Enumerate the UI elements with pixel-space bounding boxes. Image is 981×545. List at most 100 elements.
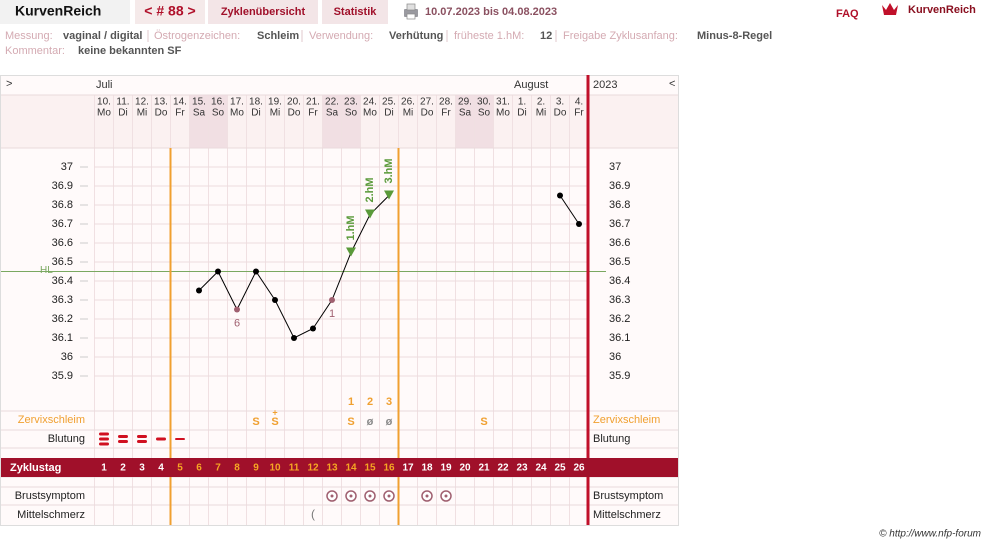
cycle-day: 6 xyxy=(196,463,202,474)
low-point-label: 6 xyxy=(234,317,240,329)
hm-marker xyxy=(384,190,394,200)
tab[interactable]: Statistik xyxy=(334,6,378,18)
cycle-day: 19 xyxy=(440,463,452,474)
cycle-day: 1 xyxy=(101,463,107,474)
y-tick-label: 36.7 xyxy=(52,218,73,230)
weekday-label: Do xyxy=(155,108,168,119)
cycle-day: 13 xyxy=(326,463,338,474)
weekend-shade xyxy=(322,95,342,148)
weekend-shade xyxy=(341,95,361,148)
weekday-label: Fr xyxy=(574,108,584,119)
info-label: Verwendung: xyxy=(309,30,373,42)
weekend-shade xyxy=(455,95,475,148)
y2-tick-label: 36.9 xyxy=(609,180,630,192)
day-label: 15. xyxy=(192,97,206,108)
day-label: 25. xyxy=(382,97,396,108)
day-label: 10. xyxy=(97,97,111,108)
day-label: 17. xyxy=(230,97,244,108)
cycle-day: 12 xyxy=(307,463,319,474)
breast-symptom-dot xyxy=(444,494,448,498)
weekday-label: Di xyxy=(118,108,127,119)
breast-symptom-dot xyxy=(425,494,429,498)
day-label: 18. xyxy=(249,97,263,108)
cycle-day: 15 xyxy=(364,463,376,474)
info-value: 12 xyxy=(540,30,552,42)
bleeding-mark xyxy=(118,435,128,443)
y-tick-label: 36 xyxy=(61,351,73,363)
weekday-label: Mi xyxy=(403,108,414,119)
pain-symbol: ( xyxy=(311,507,315,521)
brand-box xyxy=(0,0,130,24)
y2-tick-label: 37 xyxy=(609,161,621,173)
weekday-label: Di xyxy=(384,108,393,119)
temperature-point xyxy=(253,268,259,275)
cycle-day: 5 xyxy=(177,463,183,474)
weekday-label: Di xyxy=(251,108,260,119)
info-label: Freigabe Zyklusanfang: xyxy=(563,30,678,42)
weekday-label: Mi xyxy=(137,108,148,119)
day-label: 19. xyxy=(268,97,282,108)
weekday-label: Do xyxy=(421,108,434,119)
weekday-label: Mo xyxy=(97,108,111,119)
weekday-label: Sa xyxy=(193,108,206,119)
printer-icon[interactable] xyxy=(404,3,418,20)
row-label: Mittelschmerz xyxy=(17,509,85,521)
cycle-day: 24 xyxy=(535,463,547,474)
tab-box xyxy=(322,0,388,24)
weekday-label: Sa xyxy=(459,108,472,119)
y-tick-label: 36.5 xyxy=(52,256,73,268)
low-point-label: 1 xyxy=(329,308,335,320)
cover-line-label: HL xyxy=(40,265,53,276)
cycle-nav[interactable]: < # 88 > xyxy=(144,3,195,19)
day-label: 1. xyxy=(518,97,526,108)
nav-next[interactable]: < xyxy=(669,78,675,90)
day-label: 4. xyxy=(575,97,583,108)
y-tick-label: 35.9 xyxy=(52,370,73,382)
day-label: 31. xyxy=(496,97,510,108)
info-value: Schleim xyxy=(257,30,299,42)
day-label: 22. xyxy=(325,97,339,108)
date-range: 10.07.2023 bis 04.08.2023 xyxy=(425,6,557,18)
nav-prev[interactable]: > xyxy=(6,78,12,90)
brand[interactable]: KurvenReich xyxy=(15,3,101,19)
breast-symptom-dot xyxy=(387,494,391,498)
day-label: 12. xyxy=(135,97,149,108)
day-label: 13. xyxy=(154,97,168,108)
bleeding-mark xyxy=(156,437,166,441)
info-value: keine bekannten SF xyxy=(78,45,182,57)
cycle-day: 16 xyxy=(383,463,395,474)
row-label-right: Zervixschleim xyxy=(593,414,660,426)
day-label: 2. xyxy=(537,97,545,108)
tab-box xyxy=(208,0,318,24)
bleeding-dash xyxy=(118,440,128,443)
y2-tick-label: 36.3 xyxy=(609,294,630,306)
temperature-point xyxy=(576,221,582,227)
faq[interactable]: FAQ xyxy=(836,8,859,20)
info-label: Messung: xyxy=(5,30,53,42)
y2-tick-label: 36.5 xyxy=(609,256,630,268)
weekday-label: So xyxy=(478,108,491,119)
mucus-mark: + xyxy=(272,407,277,417)
hm-label: 3.hM xyxy=(383,158,395,183)
info-value: vaginal / digital xyxy=(63,30,142,42)
weekday-label: Do xyxy=(554,108,567,119)
tab[interactable]: Zyklenübersicht xyxy=(221,6,306,18)
weekday-label: Mo xyxy=(363,108,377,119)
cycle-day: 26 xyxy=(573,463,585,474)
temperature-point xyxy=(196,287,202,294)
y-tick-label: 36.8 xyxy=(52,199,73,211)
y-tick-label: 37 xyxy=(61,161,73,173)
month-label: Juli xyxy=(96,79,113,91)
y2-tick-label: 36.7 xyxy=(609,218,630,230)
temperature-point xyxy=(272,297,278,303)
y-tick-label: 36.4 xyxy=(52,275,73,287)
day-label: 21. xyxy=(306,97,320,108)
y-tick-label: 36.2 xyxy=(52,313,73,325)
logo[interactable]: KurvenReich xyxy=(908,4,976,16)
cycle-day: 25 xyxy=(554,463,566,474)
y-tick-label: 36.1 xyxy=(52,332,73,344)
info-value: Verhütung xyxy=(389,30,443,42)
y2-tick-label: 36.2 xyxy=(609,313,630,325)
mucus-count: 1 xyxy=(348,396,354,408)
